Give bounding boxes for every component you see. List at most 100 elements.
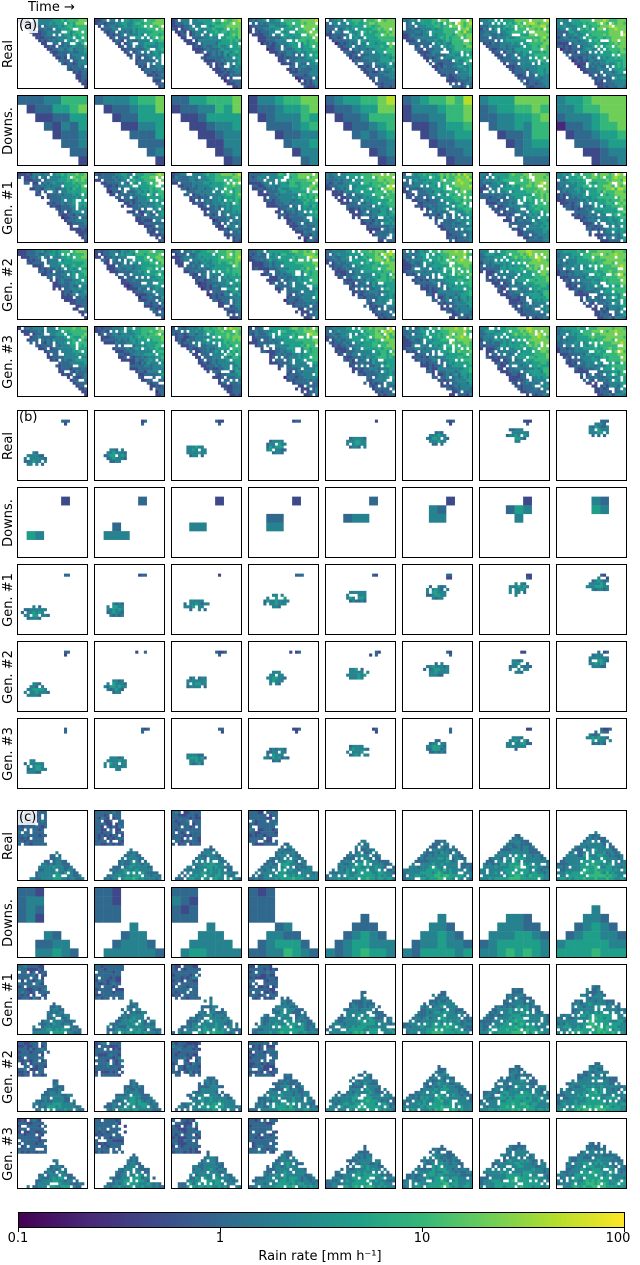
map-tile	[17, 249, 88, 320]
row-label: Gen. #2	[1, 258, 16, 312]
row-label: Downs.	[1, 499, 16, 547]
map-tile	[94, 326, 165, 397]
map-tile	[479, 18, 550, 89]
map-tile	[17, 487, 88, 558]
map-tile	[17, 95, 88, 166]
map-tile	[325, 964, 396, 1035]
map-tile	[556, 964, 627, 1035]
row-label: Gen. #3	[1, 1127, 16, 1181]
map-tile	[171, 964, 242, 1035]
colorbar-tick	[18, 1228, 19, 1232]
row-label: Gen. #1	[1, 973, 16, 1027]
map-tile	[94, 249, 165, 320]
map-tile	[171, 1118, 242, 1189]
map-tile	[248, 887, 319, 958]
map-tile	[325, 410, 396, 481]
map-tile	[17, 887, 88, 958]
map-tile	[479, 326, 550, 397]
map-tile	[556, 1118, 627, 1189]
row-label: Real	[1, 431, 16, 461]
map-tile	[479, 172, 550, 243]
map-tile	[171, 487, 242, 558]
map-tile	[402, 249, 473, 320]
colorbar-title: Rain rate [mm h⁻¹]	[258, 1249, 382, 1264]
map-tile	[248, 95, 319, 166]
map-tile	[171, 95, 242, 166]
row-label: Downs.	[1, 107, 16, 155]
map-tile	[479, 487, 550, 558]
map-tile	[479, 718, 550, 789]
map-tile	[325, 810, 396, 881]
time-axis-label: Time →	[28, 0, 75, 15]
map-tile	[325, 95, 396, 166]
map-tile	[17, 1041, 88, 1112]
row-label: Downs.	[1, 899, 16, 947]
map-tile	[556, 564, 627, 635]
map-tile	[17, 172, 88, 243]
map-tile	[171, 1041, 242, 1112]
colorbar-tick	[220, 1228, 221, 1232]
map-tile	[17, 18, 88, 89]
map-tile	[248, 1041, 319, 1112]
map-tile	[171, 641, 242, 712]
map-tile	[94, 564, 165, 635]
map-tile	[556, 95, 627, 166]
colorbar-tick-label: 10	[413, 1231, 431, 1246]
map-tile	[171, 564, 242, 635]
map-tile	[248, 249, 319, 320]
map-tile	[402, 1118, 473, 1189]
map-tile	[94, 641, 165, 712]
map-tile	[402, 718, 473, 789]
map-tile	[402, 326, 473, 397]
colorbar-tick-label: 100	[605, 1231, 631, 1246]
map-tile	[17, 326, 88, 397]
row-label: Gen. #2	[1, 650, 16, 704]
map-tile	[94, 810, 165, 881]
colorbar	[18, 1212, 625, 1228]
map-tile	[402, 18, 473, 89]
map-tile	[171, 410, 242, 481]
map-tile	[402, 95, 473, 166]
map-tile	[556, 641, 627, 712]
map-tile	[248, 487, 319, 558]
map-tile	[402, 172, 473, 243]
map-tile	[171, 810, 242, 881]
map-tile	[248, 18, 319, 89]
map-tile	[94, 1041, 165, 1112]
map-tile	[479, 887, 550, 958]
map-tile	[248, 410, 319, 481]
map-tile	[479, 95, 550, 166]
map-tile	[248, 564, 319, 635]
map-tile	[556, 326, 627, 397]
map-tile	[94, 718, 165, 789]
map-tile	[556, 810, 627, 881]
map-tile	[17, 564, 88, 635]
map-tile	[17, 641, 88, 712]
map-tile	[171, 326, 242, 397]
map-tile	[402, 487, 473, 558]
panel-letter: (b)	[18, 410, 39, 425]
map-tile	[171, 718, 242, 789]
map-tile	[17, 718, 88, 789]
map-tile	[94, 95, 165, 166]
map-tile	[94, 1118, 165, 1189]
map-tile	[556, 887, 627, 958]
map-tile	[17, 1118, 88, 1189]
map-tile	[325, 326, 396, 397]
map-tile	[479, 1118, 550, 1189]
map-tile	[248, 172, 319, 243]
map-tile	[479, 810, 550, 881]
map-tile	[402, 887, 473, 958]
panel-letter: (a)	[18, 18, 39, 33]
panel-letter: (c)	[18, 810, 38, 825]
map-tile	[171, 887, 242, 958]
map-tile	[479, 564, 550, 635]
map-tile	[402, 410, 473, 481]
colorbar-tick	[624, 1228, 625, 1232]
colorbar-tick	[422, 1228, 423, 1232]
map-tile	[171, 249, 242, 320]
row-label: Real	[1, 831, 16, 861]
colorbar-tick-label: 0.1	[7, 1231, 29, 1246]
map-tile	[94, 487, 165, 558]
